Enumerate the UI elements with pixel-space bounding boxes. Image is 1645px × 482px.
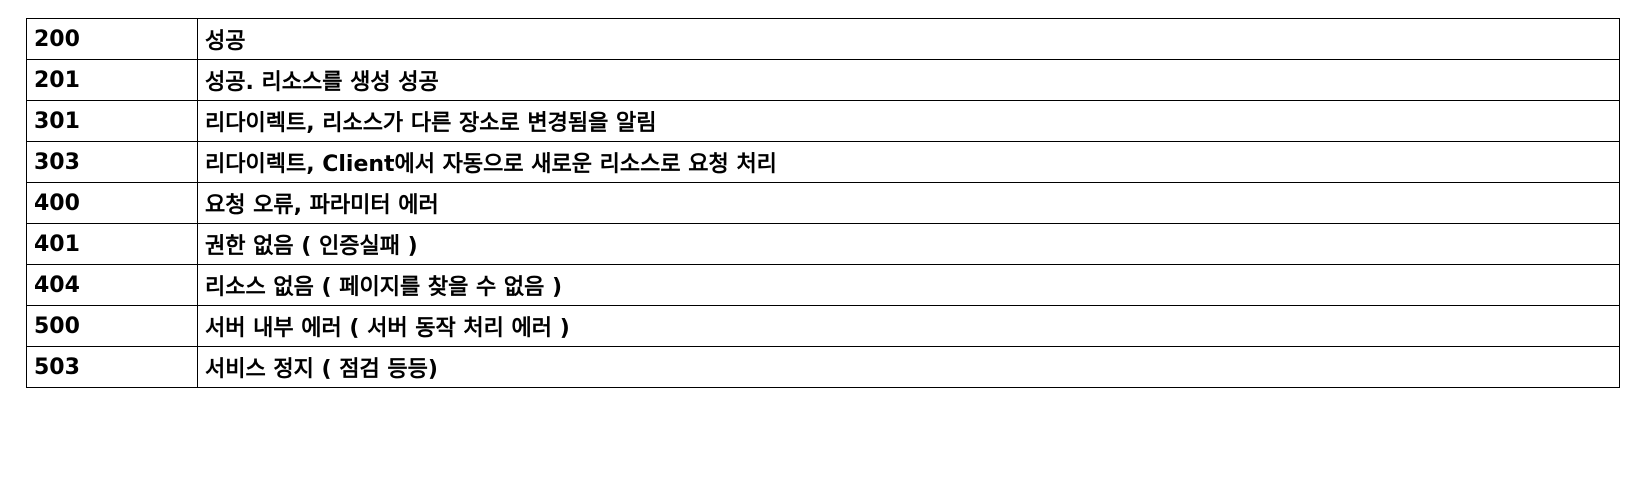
status-description-cell: 리다이렉트, Client에서 자동으로 새로운 리소스로 요청 처리 [197, 141, 1620, 183]
http-status-code-table: 200 성공 201 성공. 리소스를 생성 성공 301 리다이렉트, 리소스… [26, 18, 1620, 388]
status-code-cell: 400 [26, 182, 198, 224]
status-description-cell: 서버 내부 에러 ( 서버 동작 처리 에러 ) [197, 305, 1620, 347]
status-code-cell: 500 [26, 305, 198, 347]
status-code-cell: 201 [26, 59, 198, 101]
status-description-cell: 리소스 없음 ( 페이지를 찾을 수 없음 ) [197, 264, 1620, 306]
table-row: 503 서비스 정지 ( 점검 등등) [26, 346, 1620, 388]
status-description-cell: 요청 오류, 파라미터 에러 [197, 182, 1620, 224]
status-description-cell: 권한 없음 ( 인증실패 ) [197, 223, 1620, 265]
table-row: 303 리다이렉트, Client에서 자동으로 새로운 리소스로 요청 처리 [26, 141, 1620, 183]
status-code-cell: 301 [26, 100, 198, 142]
status-code-cell: 503 [26, 346, 198, 388]
table-row: 404 리소스 없음 ( 페이지를 찾을 수 없음 ) [26, 264, 1620, 306]
status-description-cell: 성공. 리소스를 생성 성공 [197, 59, 1620, 101]
status-description-cell: 서비스 정지 ( 점검 등등) [197, 346, 1620, 388]
table-row: 201 성공. 리소스를 생성 성공 [26, 59, 1620, 101]
status-code-cell: 401 [26, 223, 198, 265]
status-description-cell: 리다이렉트, 리소스가 다른 장소로 변경됨을 알림 [197, 100, 1620, 142]
status-description-cell: 성공 [197, 18, 1620, 60]
table-row: 301 리다이렉트, 리소스가 다른 장소로 변경됨을 알림 [26, 100, 1620, 142]
table-body: 200 성공 201 성공. 리소스를 생성 성공 301 리다이렉트, 리소스… [26, 18, 1620, 388]
table-row: 200 성공 [26, 18, 1620, 60]
table-row: 500 서버 내부 에러 ( 서버 동작 처리 에러 ) [26, 305, 1620, 347]
status-code-cell: 404 [26, 264, 198, 306]
status-code-cell: 303 [26, 141, 198, 183]
table-row: 400 요청 오류, 파라미터 에러 [26, 182, 1620, 224]
table-row: 401 권한 없음 ( 인증실패 ) [26, 223, 1620, 265]
status-code-cell: 200 [26, 18, 198, 60]
